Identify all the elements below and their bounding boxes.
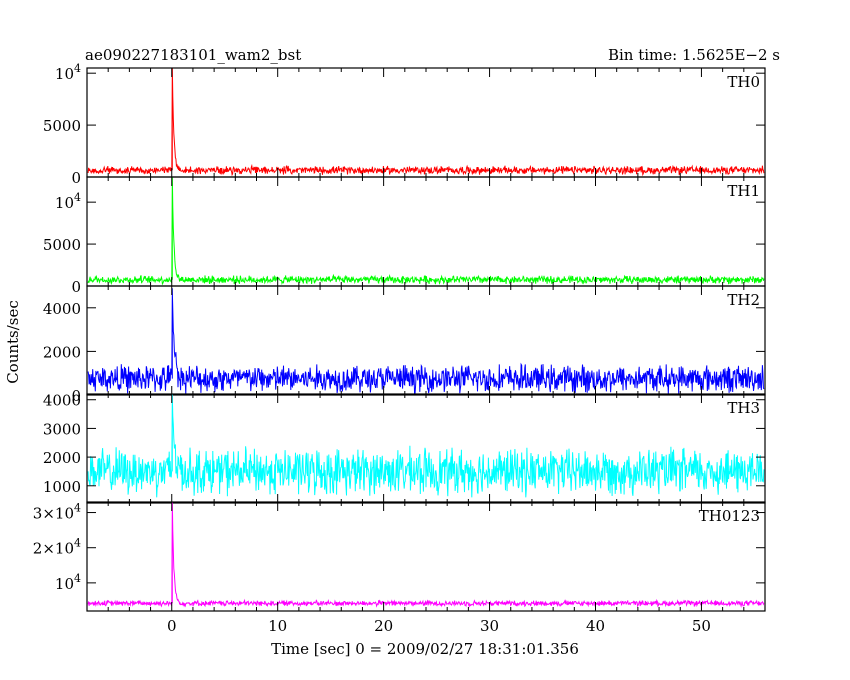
panel-label-th0123: TH0123 xyxy=(699,507,760,525)
panel-label-th2: TH2 xyxy=(727,291,760,309)
x-tick-label: 40 xyxy=(586,617,605,635)
y-tick-label-base: 2×10 xyxy=(33,540,74,558)
y-tick-label: 4000 xyxy=(43,300,81,318)
y-tick-label: 2000 xyxy=(43,343,81,361)
x-tick-label: 20 xyxy=(374,617,393,635)
panel-label-th0: TH0 xyxy=(727,73,760,91)
y-tick-label-base: 10 xyxy=(55,194,74,212)
y-tick-label: 3000 xyxy=(43,420,81,438)
series-line-th3 xyxy=(87,394,765,498)
y-tick-label-exponent: 4 xyxy=(74,502,81,515)
series-line-th0 xyxy=(87,68,765,177)
panel-th2: 0 2000 4000 TH2 xyxy=(43,285,766,405)
y-tick-label: 4000 xyxy=(43,392,81,410)
y-tick-label-exponent: 4 xyxy=(74,537,81,550)
panel-label-th1: TH1 xyxy=(727,182,760,200)
y-tick-label: 0 xyxy=(71,169,81,187)
y-tick-label: 2000 xyxy=(43,449,81,467)
y-tick-label: 104 xyxy=(55,62,81,83)
y-tick-label: 0 xyxy=(71,278,81,296)
y-axis-label: Counts/sec xyxy=(4,300,22,384)
y-tick-label-exponent: 4 xyxy=(74,62,81,75)
x-tick-label: 0 xyxy=(167,617,177,635)
panel-th3: 1000 2000 3000 4000 TH3 xyxy=(43,392,766,504)
y-tick-label-exponent: 4 xyxy=(74,572,81,585)
y-tick-label: 104 xyxy=(55,572,81,593)
y-tick-label-base: 10 xyxy=(55,575,74,593)
panel-frame-th1 xyxy=(86,176,766,287)
panel-frame-th0123 xyxy=(86,501,766,612)
y-tick-label-base: 10 xyxy=(55,65,74,83)
chart-title-left: ae090227183101_wam2_bst xyxy=(85,46,301,64)
panel-th0: 0 5000 104 TH0 xyxy=(43,62,766,187)
x-axis-label: Time [sec] 0 = 2009/02/27 18:31:01.356 xyxy=(271,640,579,658)
y-tick-label-base: 3×10 xyxy=(33,505,74,523)
y-tick-label: 104 xyxy=(55,191,81,212)
x-tick-label: 50 xyxy=(692,617,711,635)
y-tick-label: 5000 xyxy=(43,236,81,254)
series-line-th0123 xyxy=(87,502,765,608)
y-tick-label: 3×104 xyxy=(33,502,81,523)
x-tick-label: 10 xyxy=(268,617,287,635)
y-tick-label: 5000 xyxy=(43,117,81,135)
panel-th1: 0 5000 104 TH1 xyxy=(43,176,766,296)
series-line-th1 xyxy=(87,177,765,286)
y-tick-label: 1000 xyxy=(43,478,81,496)
panel-label-th3: TH3 xyxy=(727,399,760,417)
y-tick-label-exponent: 4 xyxy=(74,191,81,204)
y-tick-label: 2×104 xyxy=(33,537,81,558)
y-tick-label: 0 xyxy=(71,387,81,405)
panel-frame-th0 xyxy=(86,67,766,178)
x-tick-label: 30 xyxy=(480,617,499,635)
chart-title-right: Bin time: 1.5625E−2 s xyxy=(608,46,780,64)
series-line-th2 xyxy=(87,288,765,395)
